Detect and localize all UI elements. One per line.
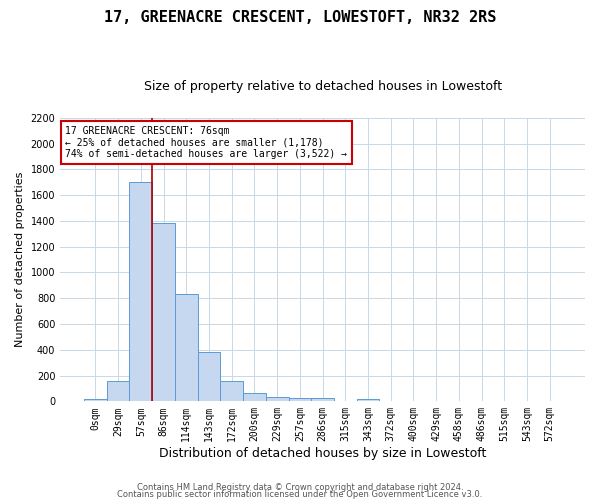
Text: Contains HM Land Registry data © Crown copyright and database right 2024.: Contains HM Land Registry data © Crown c… [137, 484, 463, 492]
Bar [266, 397, 289, 402]
Bar [130, 182, 152, 402]
Text: Contains public sector information licensed under the Open Government Licence v3: Contains public sector information licen… [118, 490, 482, 499]
Bar [356, 400, 379, 402]
Bar [243, 392, 266, 402]
Bar [107, 382, 130, 402]
Bar [175, 294, 197, 402]
Text: 17 GREENACRE CRESCENT: 76sqm
← 25% of detached houses are smaller (1,178)
74% of: 17 GREENACRE CRESCENT: 76sqm ← 25% of de… [65, 126, 347, 160]
Bar [289, 398, 311, 402]
Bar [220, 380, 243, 402]
Bar [197, 352, 220, 402]
Text: 17, GREENACRE CRESCENT, LOWESTOFT, NR32 2RS: 17, GREENACRE CRESCENT, LOWESTOFT, NR32 … [104, 10, 496, 25]
Bar [84, 400, 107, 402]
Bar [311, 398, 334, 402]
X-axis label: Distribution of detached houses by size in Lowestoft: Distribution of detached houses by size … [159, 447, 486, 460]
Y-axis label: Number of detached properties: Number of detached properties [15, 172, 25, 347]
Bar [152, 224, 175, 402]
Title: Size of property relative to detached houses in Lowestoft: Size of property relative to detached ho… [143, 80, 502, 93]
